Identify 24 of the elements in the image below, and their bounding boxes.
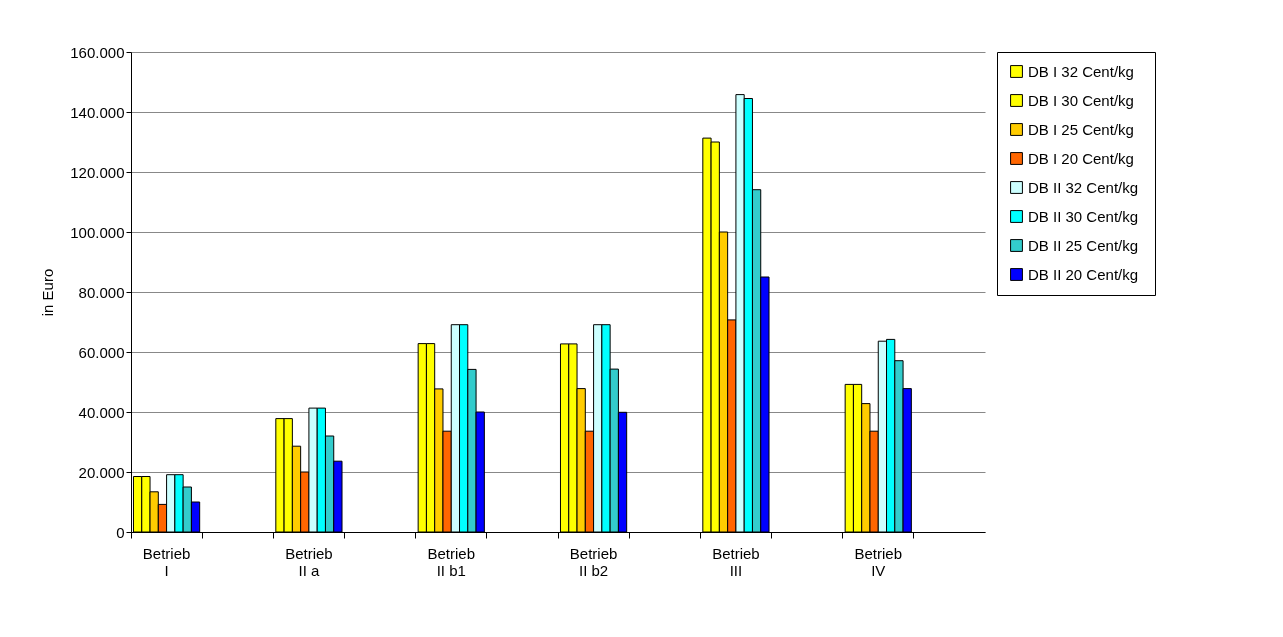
- y-tick-label: 140.000: [70, 103, 125, 121]
- x-tick-label: Betrieb II a: [285, 544, 333, 579]
- y-tick-label: 80.000: [78, 283, 125, 301]
- x-tick-label: Betrieb II b2: [569, 544, 618, 579]
- y-axis-title: in Euro: [39, 268, 57, 317]
- legend-label: DB II 20 Cent/kg: [1028, 265, 1139, 283]
- legend-label: DB I 25 Cent/kg: [1028, 120, 1134, 138]
- x-tick-label: Betrieb I: [142, 544, 191, 579]
- legend-label: DB II 25 Cent/kg: [1028, 236, 1139, 254]
- legend-label: DB I 20 Cent/kg: [1028, 149, 1134, 167]
- y-tick-label: 160.000: [70, 43, 125, 61]
- x-tick-label: Betrieb II b1: [427, 544, 476, 579]
- y-tick-label: 100.000: [70, 223, 125, 241]
- y-tick-label: 20.000: [78, 463, 125, 481]
- x-tick-label: Betrieb III: [712, 544, 760, 579]
- legend-label: DB I 32 Cent/kg: [1028, 62, 1134, 80]
- y-tick-label: 120.000: [70, 163, 125, 181]
- x-tick-label: Betrieb IV: [854, 544, 903, 579]
- y-tick-label: 40.000: [78, 403, 125, 421]
- y-tick-label: 0: [116, 523, 125, 541]
- legend-label: DB II 32 Cent/kg: [1028, 178, 1139, 196]
- y-tick-label: 60.000: [78, 343, 125, 361]
- legend-label: DB II 30 Cent/kg: [1028, 207, 1139, 225]
- legend-label: DB I 30 Cent/kg: [1028, 91, 1134, 109]
